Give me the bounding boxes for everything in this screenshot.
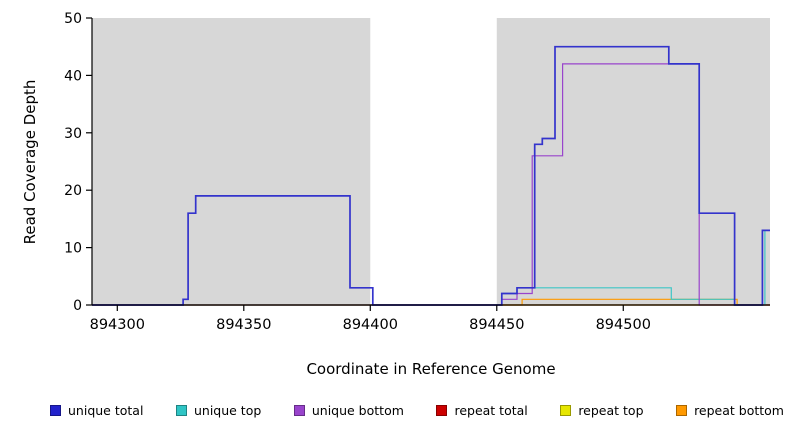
y-axis-title: Read Coverage Depth — [21, 79, 39, 245]
legend-label-repeat-bottom: repeat bottom — [694, 403, 784, 418]
x-axis-title: Coordinate in Reference Genome — [306, 360, 556, 378]
y-tick-label: 50 — [64, 11, 82, 27]
shaded-region — [92, 18, 371, 305]
shaded-region — [496, 18, 770, 305]
legend-label-repeat-top: repeat top — [578, 403, 644, 418]
legend-swatch-repeat-bottom — [676, 405, 688, 416]
legend-swatch-repeat-top — [560, 405, 572, 416]
legend-swatch-unique-top — [175, 405, 187, 416]
x-tick-label: 894300 — [90, 317, 145, 333]
legend-swatch-unique-bottom — [293, 405, 305, 416]
legend-item-repeat-top: repeat top — [560, 403, 644, 418]
legend-label-unique-top: unique top — [193, 403, 262, 418]
legend-item-unique-top: unique top — [175, 403, 262, 418]
legend-item-unique-bottom: unique bottom — [293, 403, 404, 418]
y-tick-label: 20 — [64, 183, 82, 199]
legend-item-repeat-bottom: repeat bottom — [676, 403, 784, 418]
x-tick-label: 894450 — [469, 317, 524, 333]
legend-swatch-repeat-total — [436, 405, 448, 416]
legend-item-unique-total: unique total — [50, 403, 143, 418]
y-tick-label: 10 — [64, 241, 82, 257]
y-tick-label: 30 — [64, 126, 82, 142]
x-tick-label: 894400 — [343, 317, 398, 333]
y-tick-label: 40 — [64, 68, 82, 84]
chart-legend: unique total unique top unique bottom repea… — [50, 403, 784, 418]
x-tick-label: 894500 — [596, 317, 651, 333]
legend-label-repeat-total: repeat total — [454, 403, 528, 418]
y-tick-label: 0 — [73, 298, 82, 314]
legend-label-unique-bottom: unique bottom — [311, 403, 404, 418]
legend-swatch-unique-total — [50, 405, 61, 416]
legend-item-repeat-total: repeat total — [436, 403, 528, 418]
legend-label-unique-total: unique total — [68, 403, 144, 418]
x-tick-label: 894350 — [216, 317, 271, 333]
series-line-unique-total — [92, 45, 770, 306]
